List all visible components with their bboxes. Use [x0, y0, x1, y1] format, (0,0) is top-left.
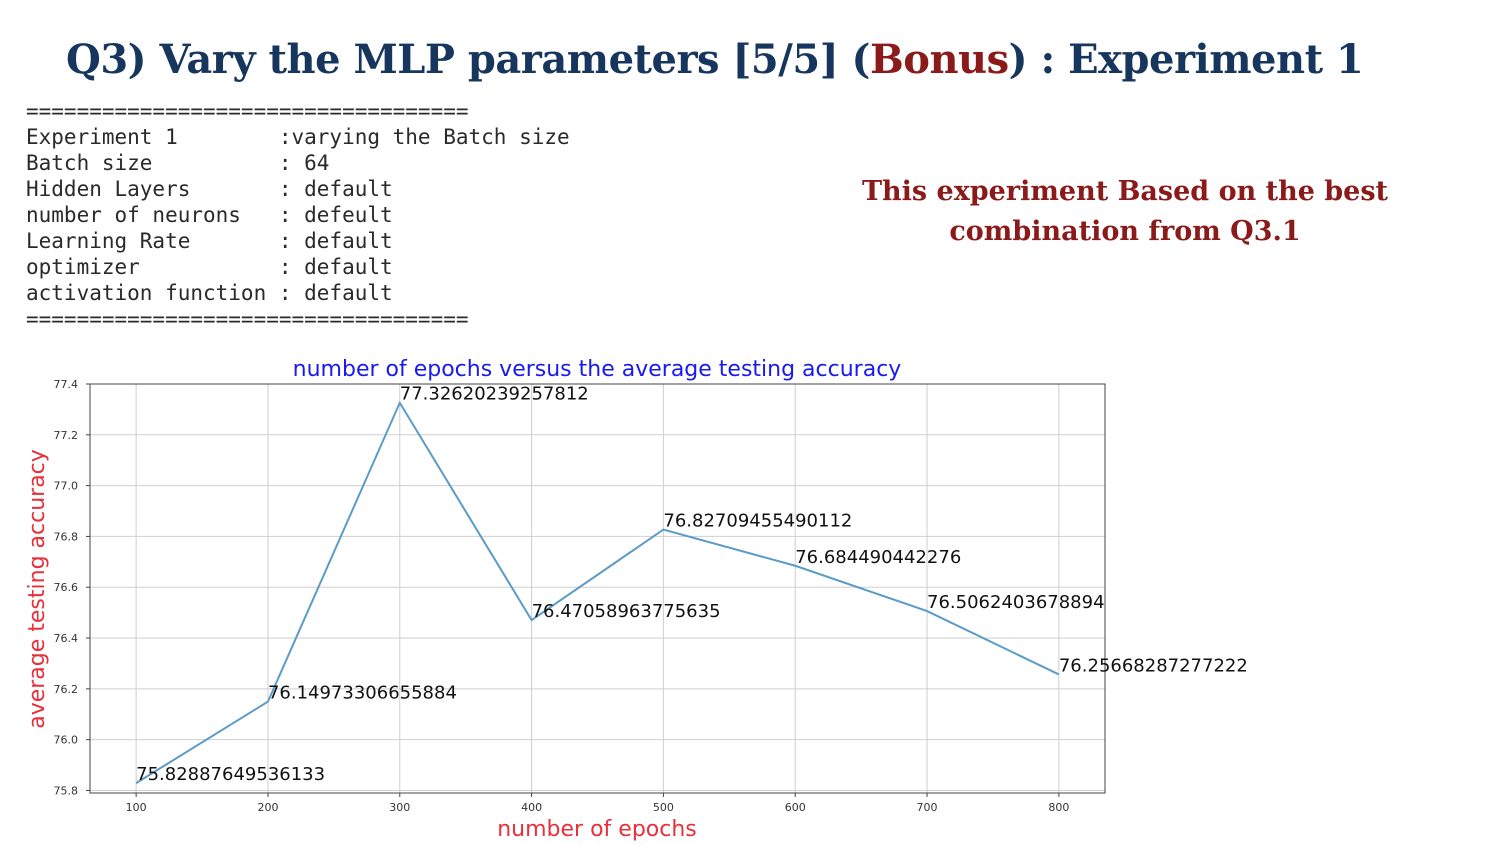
y-tick-label: 76.4: [54, 632, 79, 645]
note-line-1: This experiment Based on the best: [861, 176, 1389, 207]
y-tick-label: 76.8: [54, 530, 79, 543]
title-main: Q3) Vary the MLP parameters [5/5] (: [66, 36, 870, 83]
y-tick-label: 76.2: [54, 683, 79, 696]
separator-top: ===================================: [26, 99, 469, 123]
x-tick-label: 300: [389, 801, 410, 814]
x-tick-label: 400: [521, 801, 542, 814]
data-label: 76.5062403678894: [927, 592, 1105, 613]
data-label: 76.82709455490112: [663, 511, 852, 532]
data-label: 76.684490442276: [795, 547, 961, 568]
x-tick-label: 200: [257, 801, 278, 814]
config-row: Learning Rate : default: [26, 229, 393, 253]
config-row: Experiment 1 :varying the Batch size: [26, 125, 570, 149]
y-tick-label: 76.6: [54, 581, 79, 594]
title-end: ) : Experiment 1: [1008, 36, 1364, 83]
config-row: activation function : default: [26, 281, 393, 305]
data-label: 77.32620239257812: [400, 384, 589, 405]
y-tick-label: 77.0: [54, 480, 79, 493]
title-bonus: Bonus: [869, 36, 1009, 83]
data-labels: 75.82887649536133 76.14973306655884 77.326…: [136, 384, 1248, 785]
data-label: 76.47058963775635: [532, 601, 721, 622]
y-tick-label: 75.8: [54, 784, 79, 797]
config-rows: Experiment 1 :varying the Batch size Batc…: [26, 124, 570, 306]
config-row: Hidden Layers : default: [26, 177, 393, 201]
note-line-2: combination from Q3.1: [949, 216, 1301, 247]
line-chart: 100 200 300 400 500 600 700 800 75.8 76.0 76.2 76.4…: [25, 357, 1248, 842]
x-tick-label: 800: [1048, 801, 1069, 814]
experiment-config: =================================== Expe…: [26, 98, 570, 332]
data-label: 76.14973306655884: [268, 683, 457, 704]
config-row: optimizer : default: [26, 255, 393, 279]
note-text: This experiment Based on the best combin…: [820, 172, 1430, 252]
data-label: 76.25668287277222: [1059, 655, 1248, 676]
chart-title: number of epochs versus the average test…: [293, 357, 902, 382]
data-label: 75.82887649536133: [136, 764, 325, 785]
config-row: number of neurons : defeult: [26, 203, 393, 227]
separator-bottom: ===================================: [26, 307, 469, 331]
y-tick-label: 77.4: [54, 378, 79, 391]
x-tick-label: 600: [785, 801, 806, 814]
grid: [90, 383, 1105, 793]
y-axis-label: average testing accuracy: [25, 449, 50, 729]
x-tick-label: 100: [126, 801, 147, 814]
y-tick-label: 77.2: [54, 429, 79, 442]
series-line: [135, 400, 1060, 784]
x-tick-label: 700: [917, 801, 938, 814]
y-tick-label: 76.0: [54, 734, 79, 747]
tick-labels: 100 200 300 400 500 600 700 800 75.8 76.0 76.2 76.4…: [54, 378, 1070, 814]
config-row: Batch size : 64: [26, 151, 330, 175]
x-tick-label: 500: [653, 801, 674, 814]
x-axis-label: number of epochs: [497, 817, 697, 842]
slide-title: Q3) Vary the MLP parameters [5/5] (Bonus…: [66, 36, 1364, 83]
plot-frame: [89, 383, 1106, 794]
